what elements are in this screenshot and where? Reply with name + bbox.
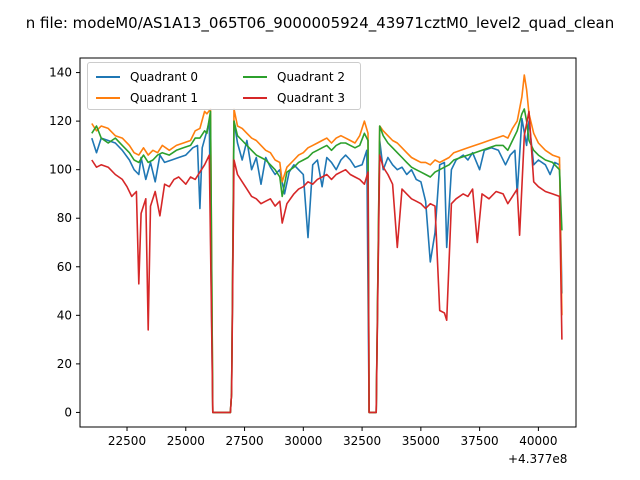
series-line-quadrant-3	[91, 110, 563, 414]
x-tick-label: 30000	[284, 434, 322, 448]
x-tick-label: 27500	[225, 434, 263, 448]
y-tick-label: 60	[57, 260, 72, 274]
y-axis: 0 20 40 60 80 100 120 140	[49, 66, 80, 419]
chart-title: n file: modeM0/AS1A13_065T06_9000005924_…	[25, 14, 615, 32]
y-tick-label: 120	[49, 114, 72, 128]
x-tick-label: 40000	[519, 434, 557, 448]
legend-swatch	[243, 76, 267, 78]
x-axis: 22500 25000 27500 30000 32500 35000 37500 40000	[108, 427, 557, 448]
y-tick-label: 140	[49, 66, 72, 80]
series-line-quadrant-2	[91, 108, 563, 414]
legend-label: Quadrant 1	[130, 91, 199, 105]
y-tick-label: 40	[57, 308, 72, 322]
y-tick-label: 0	[64, 405, 72, 419]
x-tick-label: 22500	[108, 434, 146, 448]
legend: Quadrant 0 Quadrant 1 Quadrant 2 Quadran…	[87, 62, 361, 110]
y-tick-label: 80	[57, 211, 72, 225]
legend-swatch	[243, 97, 267, 99]
legend-label: Quadrant 2	[277, 70, 346, 84]
y-tick-label: 100	[49, 163, 72, 177]
legend-swatch	[96, 97, 120, 99]
x-tick-label: 35000	[402, 434, 440, 448]
legend-label: Quadrant 3	[277, 91, 346, 105]
plot-frame	[79, 57, 577, 428]
x-axis-offset-label: +4.377e8	[508, 452, 568, 466]
x-tick-label: 37500	[461, 434, 499, 448]
y-tick-label: 20	[57, 357, 72, 371]
series-line-quadrant-1	[91, 74, 563, 414]
legend-label: Quadrant 0	[130, 70, 199, 84]
legend-swatch	[96, 76, 120, 78]
x-tick-label: 32500	[343, 434, 381, 448]
series-lines	[91, 74, 563, 414]
x-tick-label: 25000	[167, 434, 205, 448]
